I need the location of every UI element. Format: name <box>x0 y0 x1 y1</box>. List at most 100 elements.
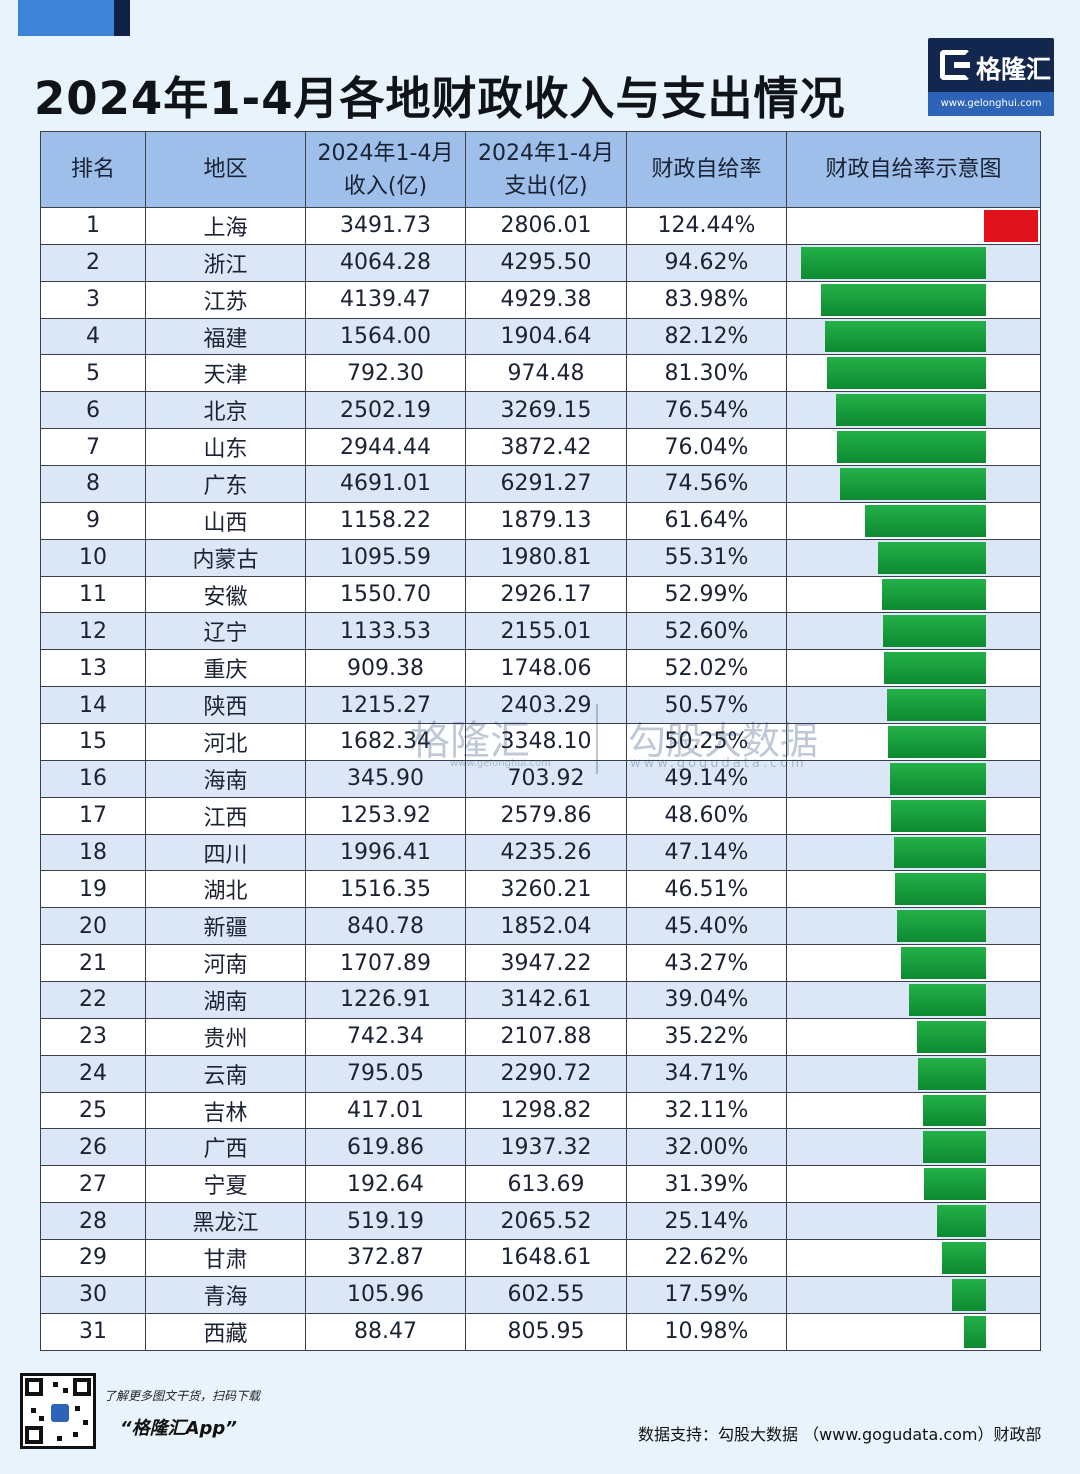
income-cell: 1253.92 <box>305 796 466 835</box>
ratio-bar <box>901 947 986 980</box>
rank-cell: 18 <box>40 833 146 872</box>
page-title: 2024年1-4月各地财政收入与支出情况 <box>34 72 846 125</box>
ratio-bar-cell <box>786 944 1041 983</box>
rank-cell: 21 <box>40 944 146 983</box>
region-cell: 福建 <box>145 317 306 356</box>
rank-cell: 6 <box>40 391 146 430</box>
qr-code[interactable] <box>20 1373 96 1449</box>
ratio-bar-cell <box>786 1202 1041 1241</box>
rank-cell: 25 <box>40 1091 146 1130</box>
region-cell: 海南 <box>145 759 306 798</box>
income-cell: 840.78 <box>305 907 466 946</box>
region-cell: 河北 <box>145 723 306 761</box>
region-cell: 江苏 <box>145 280 306 319</box>
ratio-bar-cell <box>786 759 1041 798</box>
expense-cell: 2403.29 <box>465 686 627 725</box>
table-row: 15 河北 1682.34 3348.10 50.25% <box>40 723 1041 761</box>
table-row: 10 内蒙古 1095.59 1980.81 55.31% <box>40 538 1041 577</box>
ratio-cell: 46.51% <box>626 870 787 909</box>
ratio-cell: 76.54% <box>626 391 787 430</box>
ratio-bar-cell <box>786 833 1041 872</box>
ratio-bar <box>895 873 986 906</box>
expense-cell: 1879.13 <box>465 501 627 540</box>
table-row: 13 重庆 909.38 1748.06 52.02% <box>40 649 1041 688</box>
income-cell: 1158.22 <box>305 501 466 540</box>
income-cell: 1215.27 <box>305 686 466 725</box>
table-row: 1 上海 3491.73 2806.01 124.44% <box>40 207 1041 245</box>
ratio-bar <box>918 1057 986 1090</box>
ratio-cell: 35.22% <box>626 1017 787 1056</box>
rank-cell: 10 <box>40 538 146 577</box>
ratio-bar <box>923 1094 986 1127</box>
rank-cell: 5 <box>40 354 146 393</box>
table-header-row: 排名 地区 2024年1-4月 收入(亿) 2024年1-4月 支出(亿) 财政… <box>40 131 1041 208</box>
table-row: 14 陕西 1215.27 2403.29 50.57% <box>40 686 1041 725</box>
ratio-cell: 55.31% <box>626 538 787 577</box>
ratio-bar-cell <box>786 501 1041 540</box>
income-cell: 1682.34 <box>305 723 466 761</box>
ratio-cell: 82.12% <box>626 317 787 356</box>
region-cell: 广西 <box>145 1128 306 1167</box>
ratio-cell: 83.98% <box>626 280 787 319</box>
ratio-cell: 45.40% <box>626 907 787 946</box>
rank-cell: 17 <box>40 796 146 835</box>
expense-cell: 1748.06 <box>465 649 627 688</box>
table-row: 7 山东 2944.44 3872.42 76.04% <box>40 428 1041 467</box>
promo-text: 了解更多图文干货，扫码下载 <box>104 1389 261 1403</box>
ratio-bar <box>821 283 986 316</box>
logo-g-icon <box>940 50 970 80</box>
ratio-bar <box>801 246 986 279</box>
ratio-bar <box>897 910 986 943</box>
ratio-bar-cell <box>786 243 1041 282</box>
expense-cell: 2107.88 <box>465 1017 627 1056</box>
ratio-cell: 17.59% <box>626 1275 787 1314</box>
table-row: 30 青海 105.96 602.55 17.59% <box>40 1275 1041 1314</box>
ratio-bar <box>964 1315 986 1348</box>
region-cell: 天津 <box>145 354 306 393</box>
ratio-bar <box>942 1242 986 1274</box>
rank-cell: 13 <box>40 649 146 688</box>
income-cell: 417.01 <box>305 1091 466 1130</box>
expense-cell: 3260.21 <box>465 870 627 909</box>
rank-cell: 24 <box>40 1054 146 1093</box>
top-decoration-tab <box>18 0 114 36</box>
expense-cell: 4295.50 <box>465 243 627 282</box>
header-expense: 2024年1-4月 支出(亿) <box>465 131 627 208</box>
table-row: 31 西藏 88.47 805.95 10.98% <box>40 1312 1041 1351</box>
ratio-bar-cell <box>786 907 1041 946</box>
expense-cell: 1980.81 <box>465 538 627 577</box>
ratio-bar-cell <box>786 1275 1041 1314</box>
expense-cell: 2806.01 <box>465 207 627 245</box>
header-income: 2024年1-4月 收入(亿) <box>305 131 466 208</box>
ratio-cell: 61.64% <box>626 501 787 540</box>
income-cell: 2944.44 <box>305 428 466 467</box>
region-cell: 山东 <box>145 428 306 467</box>
table-row: 25 吉林 417.01 1298.82 32.11% <box>40 1091 1041 1130</box>
expense-cell: 4235.26 <box>465 833 627 872</box>
rank-cell: 15 <box>40 723 146 761</box>
table-row: 4 福建 1564.00 1904.64 82.12% <box>40 317 1041 356</box>
ratio-bar-cell <box>786 538 1041 577</box>
region-cell: 青海 <box>145 1275 306 1314</box>
ratio-bar-cell <box>786 649 1041 688</box>
ratio-cell: 74.56% <box>626 465 787 503</box>
rank-cell: 16 <box>40 759 146 798</box>
ratio-cell: 25.14% <box>626 1202 787 1241</box>
rank-cell: 11 <box>40 575 146 614</box>
region-cell: 湖北 <box>145 870 306 909</box>
rank-cell: 28 <box>40 1202 146 1241</box>
income-cell: 2502.19 <box>305 391 466 430</box>
ratio-cell: 32.00% <box>626 1128 787 1167</box>
income-cell: 742.34 <box>305 1017 466 1056</box>
ratio-bar-cell <box>786 1091 1041 1130</box>
expense-cell: 613.69 <box>465 1165 627 1204</box>
ratio-bar <box>865 504 986 537</box>
ratio-bar-cell <box>786 981 1041 1019</box>
ratio-cell: 94.62% <box>626 243 787 282</box>
ratio-bar <box>937 1205 986 1238</box>
region-cell: 江西 <box>145 796 306 835</box>
rank-cell: 29 <box>40 1239 146 1277</box>
region-cell: 新疆 <box>145 907 306 946</box>
ratio-bar-cell <box>786 1312 1041 1351</box>
income-cell: 4139.47 <box>305 280 466 319</box>
